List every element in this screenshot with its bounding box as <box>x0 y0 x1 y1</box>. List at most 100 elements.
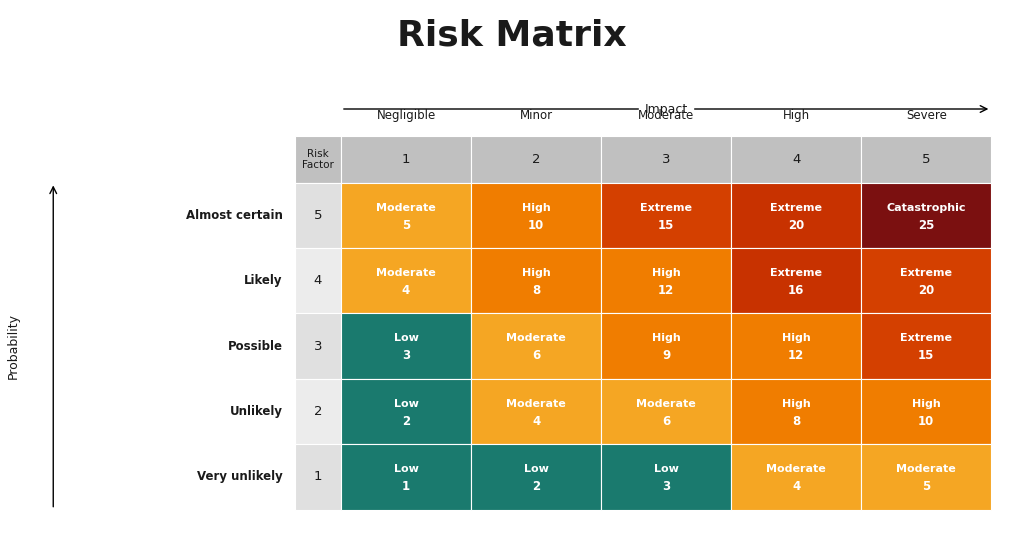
Text: 15: 15 <box>658 219 674 232</box>
FancyBboxPatch shape <box>861 313 991 379</box>
Text: Moderate: Moderate <box>638 110 694 122</box>
Text: Extreme: Extreme <box>640 203 692 213</box>
Text: 10: 10 <box>919 415 934 428</box>
Text: 9: 9 <box>662 349 671 362</box>
Text: High: High <box>651 334 681 343</box>
Text: 15: 15 <box>919 349 934 362</box>
Text: Almost certain: Almost certain <box>185 209 283 222</box>
FancyBboxPatch shape <box>601 379 731 444</box>
Text: 1: 1 <box>401 153 411 166</box>
Text: Low: Low <box>523 464 549 474</box>
FancyBboxPatch shape <box>295 379 341 444</box>
Text: Possible: Possible <box>227 340 283 353</box>
Text: 10: 10 <box>528 219 544 232</box>
FancyBboxPatch shape <box>731 248 861 313</box>
FancyBboxPatch shape <box>471 136 601 183</box>
FancyBboxPatch shape <box>341 136 471 183</box>
FancyBboxPatch shape <box>295 248 341 313</box>
Text: 25: 25 <box>919 219 934 232</box>
Text: 12: 12 <box>788 349 804 362</box>
Text: 2: 2 <box>532 480 540 493</box>
FancyBboxPatch shape <box>341 183 471 248</box>
FancyBboxPatch shape <box>861 444 991 510</box>
Text: Moderate: Moderate <box>506 334 566 343</box>
Text: High: High <box>781 399 811 409</box>
Text: Unlikely: Unlikely <box>229 405 283 418</box>
Text: Impact: Impact <box>644 102 688 116</box>
FancyBboxPatch shape <box>861 248 991 313</box>
Text: High: High <box>781 334 811 343</box>
Text: Risk Matrix: Risk Matrix <box>397 19 627 52</box>
FancyBboxPatch shape <box>861 379 991 444</box>
Text: High: High <box>521 268 551 278</box>
Text: 3: 3 <box>663 480 670 493</box>
Text: Probability: Probability <box>7 313 19 379</box>
Text: Moderate: Moderate <box>376 203 436 213</box>
Text: 4: 4 <box>792 153 801 166</box>
Text: Likely: Likely <box>244 274 283 287</box>
FancyBboxPatch shape <box>601 248 731 313</box>
Text: 2: 2 <box>313 405 323 418</box>
Text: Severe: Severe <box>906 110 946 122</box>
FancyBboxPatch shape <box>471 248 601 313</box>
Text: Low: Low <box>393 464 419 474</box>
Text: Moderate: Moderate <box>506 399 566 409</box>
Text: Low: Low <box>393 334 419 343</box>
Text: 1: 1 <box>402 480 410 493</box>
Text: Low: Low <box>653 464 679 474</box>
Text: Extreme: Extreme <box>900 334 952 343</box>
FancyBboxPatch shape <box>295 136 341 183</box>
Text: 3: 3 <box>402 349 410 362</box>
FancyBboxPatch shape <box>471 183 601 248</box>
Text: Moderate: Moderate <box>766 464 826 474</box>
Text: Negligible: Negligible <box>377 110 435 122</box>
Text: 4: 4 <box>792 480 801 493</box>
Text: 12: 12 <box>658 284 674 297</box>
FancyBboxPatch shape <box>861 136 991 183</box>
FancyBboxPatch shape <box>471 313 601 379</box>
Text: Moderate: Moderate <box>636 399 696 409</box>
Text: Risk
Factor: Risk Factor <box>302 149 334 170</box>
Text: Moderate: Moderate <box>896 464 956 474</box>
FancyBboxPatch shape <box>861 183 991 248</box>
Text: Extreme: Extreme <box>770 268 822 278</box>
Text: High: High <box>911 399 941 409</box>
Text: 4: 4 <box>401 284 411 297</box>
Text: High: High <box>521 203 551 213</box>
Text: 6: 6 <box>531 349 541 362</box>
Text: 5: 5 <box>401 219 411 232</box>
FancyBboxPatch shape <box>601 313 731 379</box>
Text: Low: Low <box>393 399 419 409</box>
Text: 16: 16 <box>788 284 804 297</box>
FancyBboxPatch shape <box>731 136 861 183</box>
FancyBboxPatch shape <box>341 313 471 379</box>
FancyBboxPatch shape <box>295 313 341 379</box>
FancyBboxPatch shape <box>731 379 861 444</box>
Text: 1: 1 <box>313 470 323 483</box>
FancyBboxPatch shape <box>295 183 341 248</box>
FancyBboxPatch shape <box>601 136 731 183</box>
Text: Minor: Minor <box>519 110 553 122</box>
FancyBboxPatch shape <box>341 248 471 313</box>
Text: 3: 3 <box>313 340 323 353</box>
FancyBboxPatch shape <box>601 444 731 510</box>
Text: 5: 5 <box>922 480 931 493</box>
Text: 4: 4 <box>531 415 541 428</box>
FancyBboxPatch shape <box>295 444 341 510</box>
Text: 8: 8 <box>792 415 801 428</box>
Text: 2: 2 <box>531 153 541 166</box>
FancyBboxPatch shape <box>731 444 861 510</box>
Text: 2: 2 <box>402 415 410 428</box>
FancyBboxPatch shape <box>601 183 731 248</box>
FancyBboxPatch shape <box>341 379 471 444</box>
Text: 20: 20 <box>788 219 804 232</box>
Text: High: High <box>782 110 810 122</box>
Text: Very unlikely: Very unlikely <box>197 470 283 483</box>
Text: Extreme: Extreme <box>770 203 822 213</box>
FancyBboxPatch shape <box>341 444 471 510</box>
Text: Extreme: Extreme <box>900 268 952 278</box>
FancyBboxPatch shape <box>471 379 601 444</box>
Text: Moderate: Moderate <box>376 268 436 278</box>
Text: High: High <box>651 268 681 278</box>
FancyBboxPatch shape <box>471 444 601 510</box>
